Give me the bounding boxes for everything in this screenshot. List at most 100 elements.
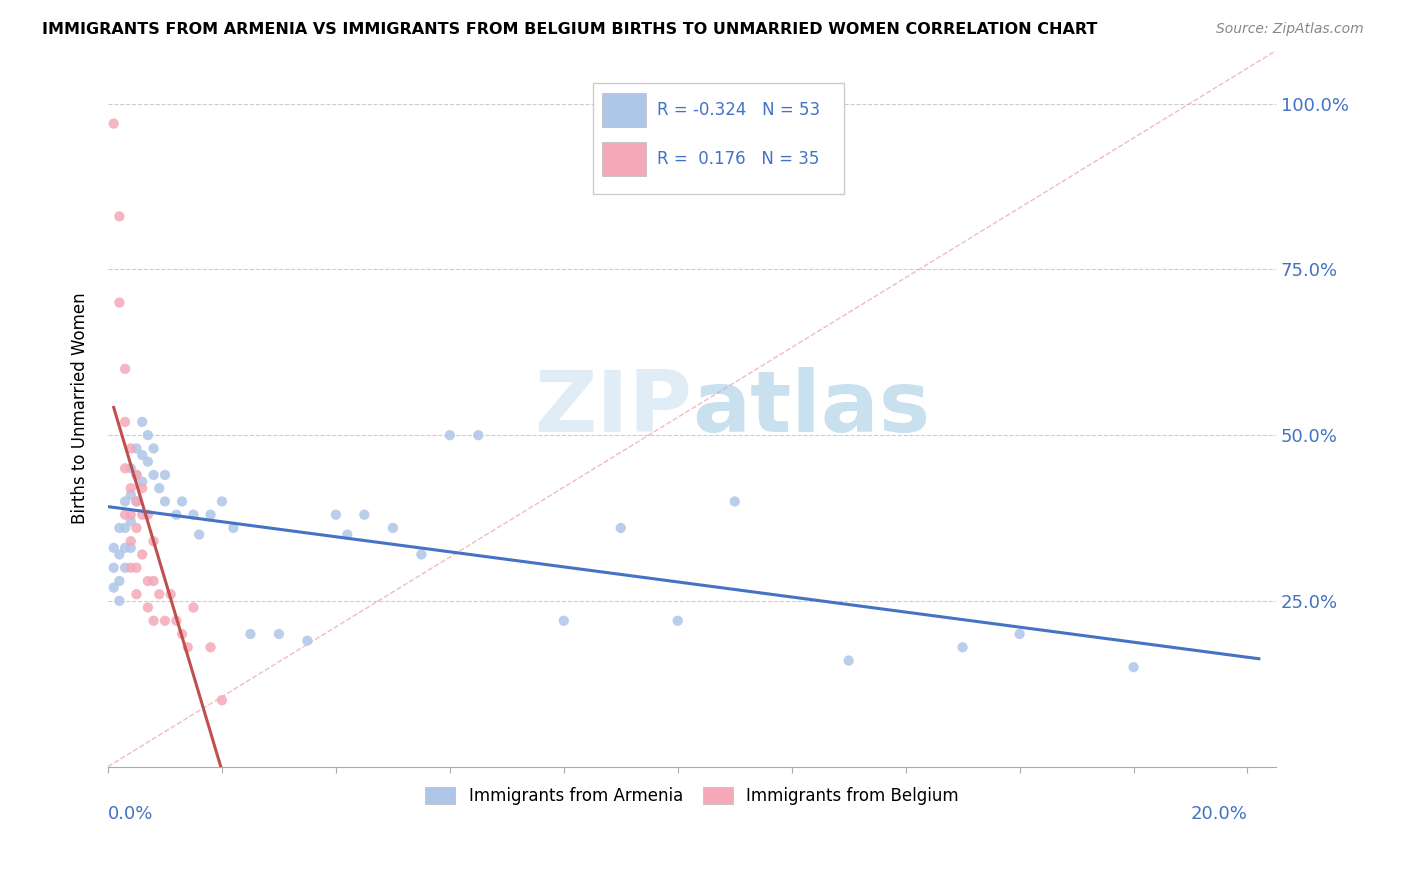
Point: [200, 508, 222, 522]
Point: [125, 494, 148, 508]
Point: [183, 600, 205, 615]
Point: [131, 481, 153, 495]
Point: [114, 521, 136, 535]
Point: [553, 614, 575, 628]
Point: [610, 521, 633, 535]
Point: [136, 600, 159, 615]
FancyBboxPatch shape: [602, 93, 647, 128]
Point: [103, 581, 125, 595]
Text: IMMIGRANTS FROM ARMENIA VS IMMIGRANTS FROM BELGIUM BIRTHS TO UNMARRIED WOMEN COR: IMMIGRANTS FROM ARMENIA VS IMMIGRANTS FR…: [42, 22, 1098, 37]
Point: [148, 481, 170, 495]
Point: [165, 614, 187, 628]
Legend: Immigrants from Armenia, Immigrants from Belgium: Immigrants from Armenia, Immigrants from…: [419, 780, 966, 812]
Point: [114, 560, 136, 574]
Point: [267, 627, 290, 641]
Text: R =  0.176   N = 35: R = 0.176 N = 35: [657, 150, 820, 168]
Point: [120, 488, 142, 502]
Text: ZIP: ZIP: [534, 368, 692, 450]
Text: 20.0%: 20.0%: [1191, 805, 1247, 823]
Point: [411, 548, 433, 562]
Point: [114, 508, 136, 522]
Point: [103, 560, 125, 574]
Point: [114, 362, 136, 376]
Point: [120, 508, 142, 522]
Point: [200, 640, 222, 655]
Point: [103, 541, 125, 555]
Point: [120, 442, 142, 456]
Point: [239, 627, 262, 641]
Point: [297, 633, 319, 648]
Point: [142, 574, 165, 588]
Point: [120, 461, 142, 475]
Point: [108, 548, 131, 562]
Point: [114, 494, 136, 508]
Point: [1008, 627, 1031, 641]
Text: 0.0%: 0.0%: [108, 805, 153, 823]
Point: [165, 508, 187, 522]
Point: [153, 467, 176, 482]
Point: [439, 428, 461, 442]
Point: [114, 415, 136, 429]
Point: [142, 534, 165, 549]
Point: [467, 428, 489, 442]
Point: [136, 428, 159, 442]
Point: [159, 587, 181, 601]
Point: [142, 442, 165, 456]
Point: [125, 467, 148, 482]
Point: [120, 541, 142, 555]
Point: [120, 560, 142, 574]
Point: [125, 587, 148, 601]
Text: atlas: atlas: [692, 368, 931, 450]
FancyBboxPatch shape: [593, 83, 844, 194]
Point: [170, 627, 193, 641]
Text: R = -0.324   N = 53: R = -0.324 N = 53: [657, 101, 820, 120]
Point: [125, 521, 148, 535]
Point: [108, 574, 131, 588]
Point: [188, 527, 211, 541]
Point: [153, 614, 176, 628]
Point: [336, 527, 359, 541]
Point: [108, 210, 131, 224]
Point: [183, 508, 205, 522]
Point: [108, 295, 131, 310]
Point: [724, 494, 747, 508]
Point: [131, 548, 153, 562]
Point: [1122, 660, 1144, 674]
Point: [120, 481, 142, 495]
Point: [148, 587, 170, 601]
Point: [170, 494, 193, 508]
Point: [114, 461, 136, 475]
Point: [142, 467, 165, 482]
Point: [120, 534, 142, 549]
Point: [838, 654, 860, 668]
Point: [131, 508, 153, 522]
Point: [114, 541, 136, 555]
Point: [131, 415, 153, 429]
FancyBboxPatch shape: [602, 142, 647, 176]
Point: [131, 448, 153, 462]
Point: [120, 514, 142, 528]
Point: [666, 614, 689, 628]
Point: [131, 475, 153, 489]
Point: [353, 508, 375, 522]
Point: [952, 640, 974, 655]
Y-axis label: Births to Unmarried Women: Births to Unmarried Women: [72, 293, 89, 524]
Point: [125, 442, 148, 456]
Point: [381, 521, 404, 535]
Point: [325, 508, 347, 522]
Point: [125, 560, 148, 574]
Point: [125, 467, 148, 482]
Point: [142, 614, 165, 628]
Point: [211, 693, 233, 707]
Point: [103, 117, 125, 131]
Point: [108, 594, 131, 608]
Point: [136, 508, 159, 522]
Point: [153, 494, 176, 508]
Text: Source: ZipAtlas.com: Source: ZipAtlas.com: [1216, 22, 1364, 37]
Point: [211, 494, 233, 508]
Point: [222, 521, 245, 535]
Point: [177, 640, 200, 655]
Point: [136, 455, 159, 469]
Point: [136, 574, 159, 588]
Point: [125, 494, 148, 508]
